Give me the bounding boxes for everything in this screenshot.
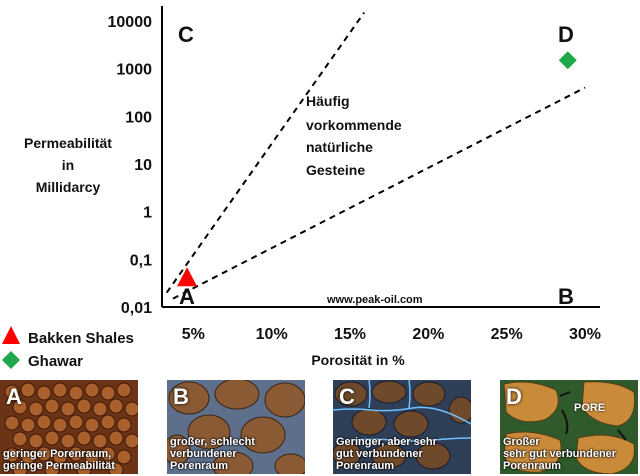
watermark: www.peak-oil.com (326, 294, 423, 306)
y-tick-label: 0,01 (121, 300, 152, 317)
bakken-point (177, 267, 198, 287)
x-tick-label: 15% (334, 326, 366, 343)
svg-text:vorkommende: vorkommende (306, 117, 402, 133)
panel-letter: B (173, 384, 189, 409)
panel-caption: Großer sehr gut verbundener Porenraum (503, 436, 617, 472)
panel-caption: geringer Porenraum, geringe Permeabilitä… (3, 448, 115, 472)
rock-panel-c: C Geringer, aber sehr gut verbundener Po… (333, 380, 471, 474)
x-tick-label: 5% (182, 326, 205, 343)
x-tick-label: 25% (491, 326, 523, 343)
y-axis-label: Permeabilität in Millidarcy (24, 135, 112, 195)
legend: Bakken Shales Ghawar (2, 326, 134, 370)
grain-texture-b (167, 380, 305, 474)
x-tick-label: 20% (412, 326, 444, 343)
corner-label-c: C (178, 22, 194, 47)
x-tick-label: 10% (256, 326, 288, 343)
corner-label-b: B (558, 284, 574, 309)
panel-caption: großer, schlecht verbundener Porenraum (170, 436, 255, 472)
y-tick-label: 1000 (116, 62, 152, 79)
svg-text:Gesteine: Gesteine (306, 162, 365, 178)
rock-panel-b: B großer, schlecht verbundener Porenraum (167, 380, 305, 474)
y-tick-label: 10 (134, 157, 152, 174)
svg-text:Millidarcy: Millidarcy (36, 179, 101, 195)
rock-panel-d: D PORE Großer sehr gut verbundener Poren… (500, 380, 638, 474)
panel-letter: D (506, 384, 522, 409)
panel-letter: C (339, 384, 355, 409)
x-tick-label: 30% (569, 326, 601, 343)
y-tick-label: 1 (143, 205, 152, 222)
region-label: Häufig vorkommende natürliche Gesteine (306, 93, 402, 178)
corner-label-a: A (179, 284, 195, 309)
legend-triangle-marker (2, 326, 20, 344)
svg-text:Häufig: Häufig (306, 93, 350, 109)
grain-texture-a (4, 382, 138, 474)
y-tick-label: 100 (125, 109, 152, 126)
grain-texture-c (333, 380, 471, 470)
svg-text:Permeabilität: Permeabilität (24, 135, 112, 151)
legend-diamond-marker (2, 351, 20, 369)
boundary-line-1 (165, 12, 365, 294)
legend-label-bakken: Bakken Shales (28, 330, 134, 347)
rock-panel-a: A geringer Porenraum, geringe Permeabili… (0, 380, 138, 474)
grain-texture-d (503, 381, 636, 474)
ghawar-point (558, 51, 577, 70)
pore-label: PORE (574, 402, 606, 414)
svg-text:natürliche: natürliche (306, 139, 373, 155)
legend-label-ghawar: Ghawar (28, 353, 83, 370)
y-tick-label: 0,1 (130, 252, 152, 269)
svg-text:in: in (62, 157, 74, 173)
panel-caption: Geringer, aber sehr gut verbundener Pore… (336, 436, 437, 472)
x-axis-label: Porosität in % (311, 352, 405, 368)
porosity-permeability-chart: 10000 1000 100 10 1 0,1 0,01 5% 10% 15% 20% 25% 30%… (2, 6, 601, 370)
panel-letter: A (6, 384, 22, 409)
boundary-line-2 (172, 86, 586, 300)
y-tick-label: 10000 (108, 14, 153, 31)
corner-label-d: D (558, 22, 574, 47)
